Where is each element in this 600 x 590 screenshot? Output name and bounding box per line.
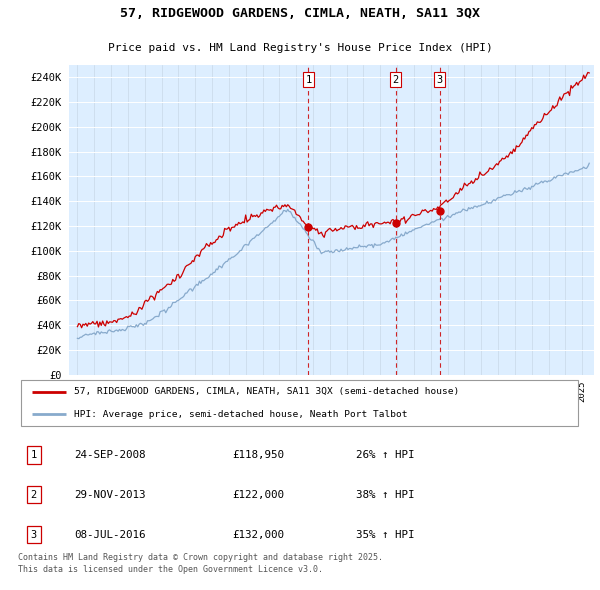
Text: £122,000: £122,000 — [232, 490, 284, 500]
Text: 3: 3 — [31, 530, 37, 540]
Text: 35% ↑ HPI: 35% ↑ HPI — [356, 530, 415, 540]
Text: Contains HM Land Registry data © Crown copyright and database right 2025.
This d: Contains HM Land Registry data © Crown c… — [18, 553, 383, 574]
Text: 2: 2 — [392, 75, 399, 85]
Text: 1: 1 — [31, 450, 37, 460]
Text: 29-NOV-2013: 29-NOV-2013 — [74, 490, 146, 500]
Text: 08-JUL-2016: 08-JUL-2016 — [74, 530, 146, 540]
Text: Price paid vs. HM Land Registry's House Price Index (HPI): Price paid vs. HM Land Registry's House … — [107, 43, 493, 53]
Text: HPI: Average price, semi-detached house, Neath Port Talbot: HPI: Average price, semi-detached house,… — [74, 409, 408, 419]
FancyBboxPatch shape — [21, 379, 578, 426]
Text: £132,000: £132,000 — [232, 530, 284, 540]
Text: 57, RIDGEWOOD GARDENS, CIMLA, NEATH, SA11 3QX (semi-detached house): 57, RIDGEWOOD GARDENS, CIMLA, NEATH, SA1… — [74, 387, 460, 396]
Text: 24-SEP-2008: 24-SEP-2008 — [74, 450, 146, 460]
Text: 38% ↑ HPI: 38% ↑ HPI — [356, 490, 415, 500]
Text: 2: 2 — [31, 490, 37, 500]
Text: 57, RIDGEWOOD GARDENS, CIMLA, NEATH, SA11 3QX: 57, RIDGEWOOD GARDENS, CIMLA, NEATH, SA1… — [120, 7, 480, 20]
Text: 1: 1 — [305, 75, 311, 85]
Text: 3: 3 — [436, 75, 443, 85]
Text: 26% ↑ HPI: 26% ↑ HPI — [356, 450, 415, 460]
Text: £118,950: £118,950 — [232, 450, 284, 460]
